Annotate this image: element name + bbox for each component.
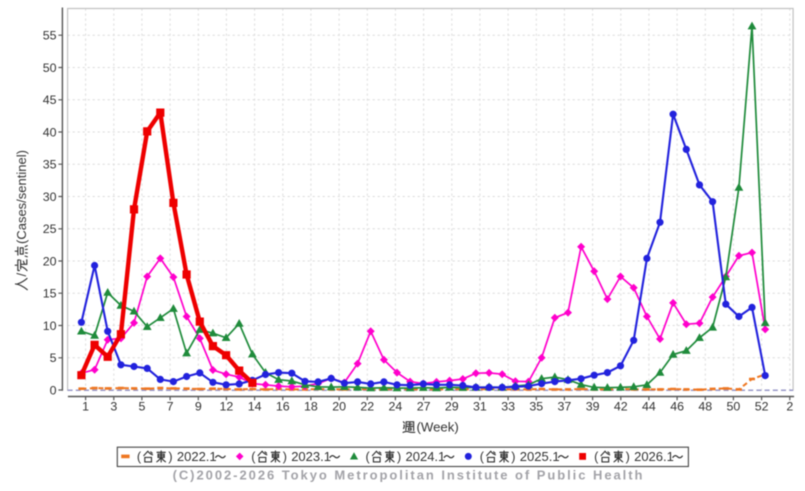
svg-text:(: ( xyxy=(366,450,371,464)
svg-text:2023.1: 2023.1 xyxy=(291,449,331,464)
svg-text:(Cases/sentinel): (Cases/sentinel) xyxy=(14,150,29,244)
svg-text:35: 35 xyxy=(529,400,543,414)
svg-text:(: ( xyxy=(137,450,142,464)
svg-text:/: / xyxy=(14,273,29,277)
svg-text:52: 52 xyxy=(755,400,769,414)
svg-text:46: 46 xyxy=(670,400,684,414)
svg-text:9: 9 xyxy=(195,400,202,414)
svg-text:14: 14 xyxy=(248,400,262,414)
svg-text:2025.1: 2025.1 xyxy=(520,449,560,464)
svg-text:44: 44 xyxy=(642,400,656,414)
svg-text:31: 31 xyxy=(473,400,487,414)
svg-text:2: 2 xyxy=(786,400,793,414)
svg-text:20: 20 xyxy=(332,400,346,414)
svg-text:27: 27 xyxy=(417,400,431,414)
svg-text:7: 7 xyxy=(167,400,174,414)
svg-text:3: 3 xyxy=(110,400,117,414)
svg-text:18: 18 xyxy=(304,400,318,414)
svg-text:2024.1: 2024.1 xyxy=(406,449,446,464)
svg-text:(: ( xyxy=(251,450,256,464)
svg-text:30: 30 xyxy=(43,190,57,204)
svg-text:5: 5 xyxy=(138,400,145,414)
svg-text:33: 33 xyxy=(501,400,515,414)
svg-text:50: 50 xyxy=(43,61,57,75)
svg-text:): ) xyxy=(511,450,515,464)
svg-text:(C)2002-2026 Tokyo Metropolita: (C)2002-2026 Tokyo Metropolitan Institut… xyxy=(173,468,645,483)
svg-text:29: 29 xyxy=(445,400,459,414)
svg-text:40: 40 xyxy=(43,125,57,139)
svg-text:5: 5 xyxy=(50,351,57,365)
svg-text:): ) xyxy=(283,450,287,464)
svg-text:25: 25 xyxy=(43,222,57,236)
svg-text:20: 20 xyxy=(43,254,57,268)
svg-text:24: 24 xyxy=(389,400,403,414)
svg-text:2022.1: 2022.1 xyxy=(177,449,217,464)
svg-text:35: 35 xyxy=(43,158,57,172)
svg-text:39: 39 xyxy=(586,400,600,414)
svg-text:(Week): (Week) xyxy=(417,420,459,435)
svg-text:16: 16 xyxy=(276,400,290,414)
svg-text:): ) xyxy=(397,450,401,464)
svg-text:12: 12 xyxy=(220,400,234,414)
svg-text:55: 55 xyxy=(43,29,57,43)
svg-text:): ) xyxy=(168,450,172,464)
svg-text:42: 42 xyxy=(614,400,628,414)
svg-text:48: 48 xyxy=(698,400,712,414)
svg-text:(: ( xyxy=(480,450,485,464)
svg-text:1: 1 xyxy=(82,400,89,414)
svg-text:0: 0 xyxy=(50,383,57,397)
svg-text:50: 50 xyxy=(727,400,741,414)
svg-text:45: 45 xyxy=(43,93,57,107)
svg-text:37: 37 xyxy=(558,400,572,414)
svg-text:(: ( xyxy=(594,450,599,464)
svg-text:): ) xyxy=(626,450,630,464)
svg-text:2026.1: 2026.1 xyxy=(634,449,674,464)
svg-text:10: 10 xyxy=(43,319,57,333)
svg-text:15: 15 xyxy=(43,287,57,301)
svg-text:22: 22 xyxy=(360,400,374,414)
